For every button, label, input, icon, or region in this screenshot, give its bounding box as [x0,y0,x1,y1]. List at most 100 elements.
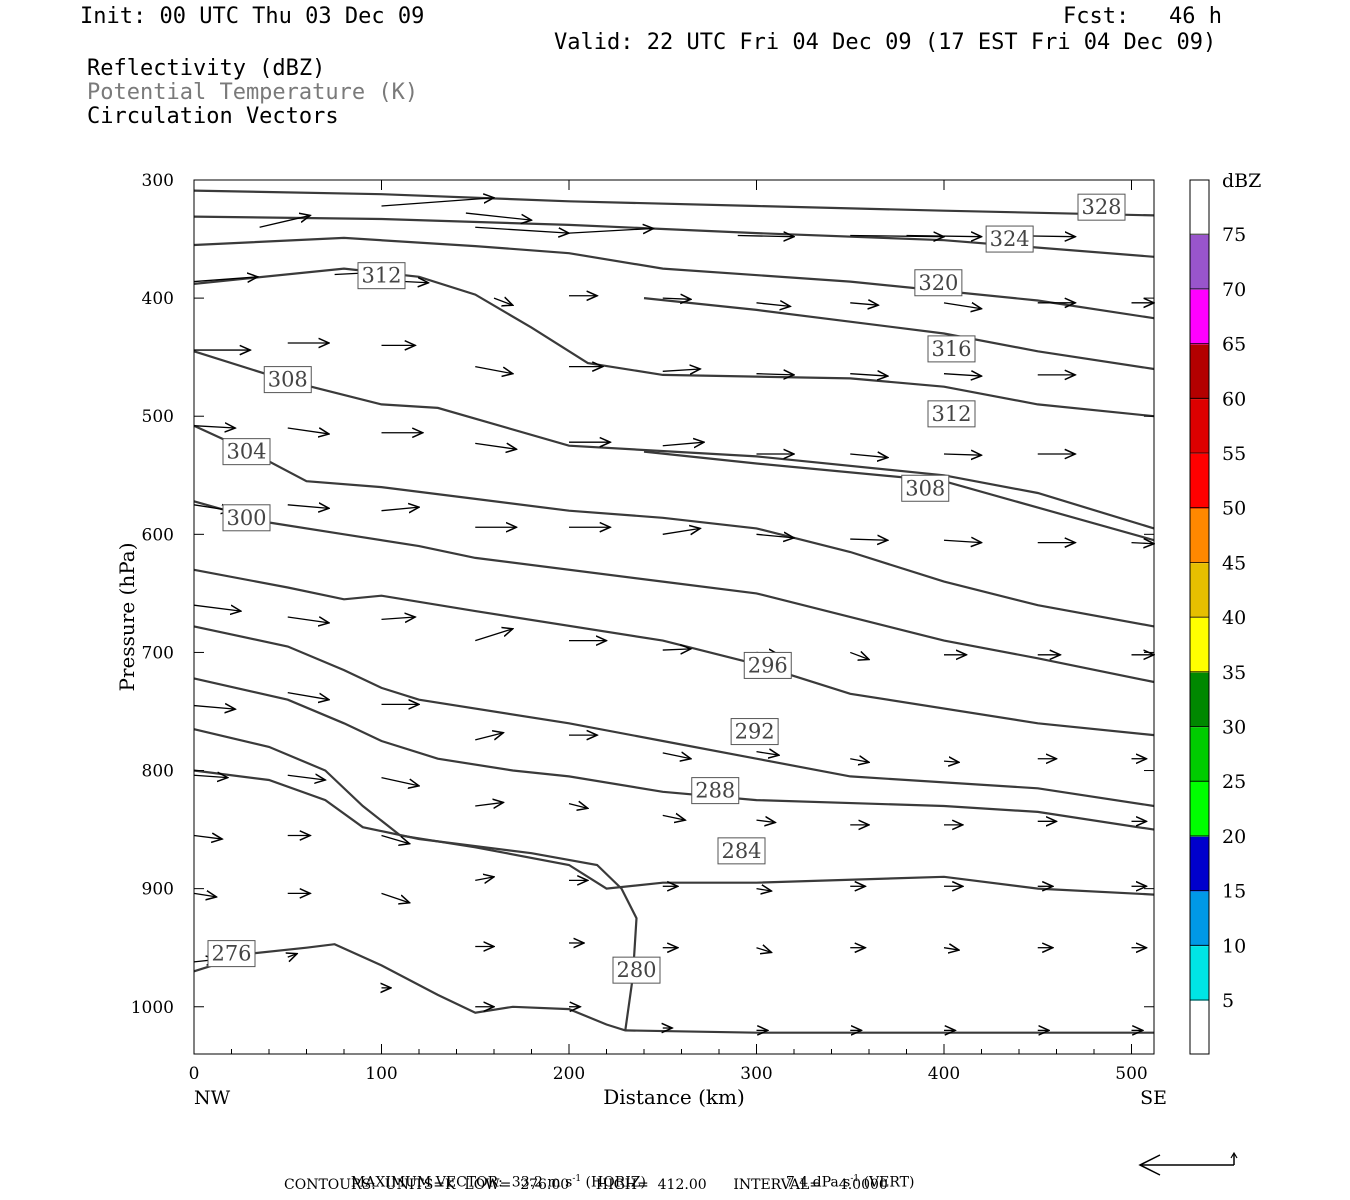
circulation-vector [493,298,513,305]
colorbar-cell [1190,235,1209,290]
circulation-vector [465,212,532,220]
colorbar-cell [1190,836,1209,892]
circulation-vector [475,877,494,881]
theta-contour-296 [193,568,1155,737]
circulation-vector [193,426,235,428]
circulation-vector [756,534,795,538]
contour-label: 328 [1081,195,1121,219]
circulation-vector [193,893,217,897]
y-tick-label: 800 [142,762,174,782]
colorbar-label: 65 [1222,334,1246,356]
y-tick-label: 900 [142,880,174,900]
circulation-vector [568,228,653,233]
contour-label: 284 [721,839,761,863]
circulation-vector [193,706,235,710]
x-tick-label: 300 [740,1064,772,1084]
contours-info: CONTOURS: UNITS=K LOW= 276.00 HIGH= 412.… [284,1177,888,1193]
x-axis-title: Distance (km) [603,1085,745,1109]
theta-contour-304 [193,424,1155,628]
colorbar-cell [1190,289,1209,345]
circulation-vector [850,759,869,763]
theta-contour-316 [643,297,1155,371]
contour-label: 300 [226,506,266,530]
colorbar-cell [1190,727,1209,782]
theta-contour-312b [643,450,1155,542]
theta-contour-320 [193,236,1155,320]
colorbar-label: 35 [1222,662,1246,684]
circulation-vector [381,507,420,511]
max-vector-vert-label: (VERT) [859,1174,915,1191]
colorbar-label: 45 [1222,552,1246,574]
circulation-vector [737,236,794,237]
colorbar-cell [1190,1000,1209,1054]
contour-label-box [985,225,1034,253]
colorbar-label: 40 [1222,607,1246,629]
circulation-vector [287,428,329,434]
contour-label-box [263,366,312,394]
y-tick-label: 400 [142,289,174,309]
theta-contour-308 [193,350,1155,530]
max-vector-text: MAXIMUM VECTOR: 33.2 m s-1 (HORIZ) [342,1158,646,1191]
colorbar-label: 75 [1222,224,1246,246]
theta-contour-300 [193,500,1155,684]
circulation-vector [193,605,241,611]
theta-contour-280 [193,769,638,1031]
theta-contour-276 [193,943,1154,1034]
contour-label: 312 [361,264,401,288]
x-tick-label: 200 [553,1064,585,1084]
circulation-vector [662,369,701,371]
colorbar-title: dBZ [1222,170,1261,192]
plot-frame [193,179,1155,1055]
field-reflectivity: Reflectivity (dBZ) [87,56,326,81]
y-tick-label: 500 [142,407,174,427]
max-vector-horiz-exponent: -1 [572,1174,582,1184]
colorbar-label: 25 [1222,771,1246,793]
y-tick-label: 700 [142,643,174,663]
circulation-vector [756,752,780,756]
contour-label: 304 [226,440,266,464]
contour-label-box [207,940,256,968]
circulation-vector [662,442,704,446]
circulation-vector [381,892,410,902]
circulation-vector [381,617,416,619]
colorbar-cell [1190,180,1209,235]
max-vector-vert-exponent: -1 [850,1174,860,1184]
contour-label-box [357,262,406,290]
circulation-vector [850,303,878,305]
contour-label-box [1077,193,1126,221]
colorbar-cell [1190,672,1209,728]
contour-label: 320 [918,271,958,295]
colorbar-cell [1190,563,1209,618]
contour-label-box [717,837,766,865]
colorbar-cell [1190,891,1209,947]
contour-label-box [901,474,950,502]
max-vector-vert-text: 7.4 dPa s-1 (VERT) [777,1158,915,1191]
max-vector-horiz-value: MAXIMUM VECTOR: 33.2 m s [350,1174,573,1191]
reference-vector-arrow [1138,1151,1238,1176]
field-circulation-vectors: Circulation Vectors [87,104,339,129]
init-time: Init: 00 UTC Thu 03 Dec 09 [80,4,425,29]
contour-label-box [927,400,976,428]
contour-label: 308 [905,476,945,500]
contour-label: 312 [931,402,971,426]
circulation-vector [756,303,791,307]
circulation-vector [381,776,420,786]
circulation-vector [943,948,959,950]
colorbar-label: 55 [1222,443,1246,465]
circulation-vector [475,733,503,741]
colorbar-label: 50 [1222,498,1246,520]
x-end-label-left: NW [194,1087,231,1109]
contour-label-box [691,777,740,805]
colorbar-label: 5 [1222,990,1234,1012]
max-vector-horiz-label: (HORIZ) [581,1174,646,1191]
circulation-vector [193,836,222,840]
circulation-vector [662,298,691,299]
circulation-vector [662,815,686,820]
circulation-vector [259,215,311,228]
circulation-vector [193,775,228,777]
colorbar-cell [1190,782,1209,837]
contour-label-box [612,956,661,984]
valid-time: Valid: 22 UTC Fri 04 Dec 09 (17 EST Fri … [554,30,1217,55]
contour-label-box [222,504,271,532]
